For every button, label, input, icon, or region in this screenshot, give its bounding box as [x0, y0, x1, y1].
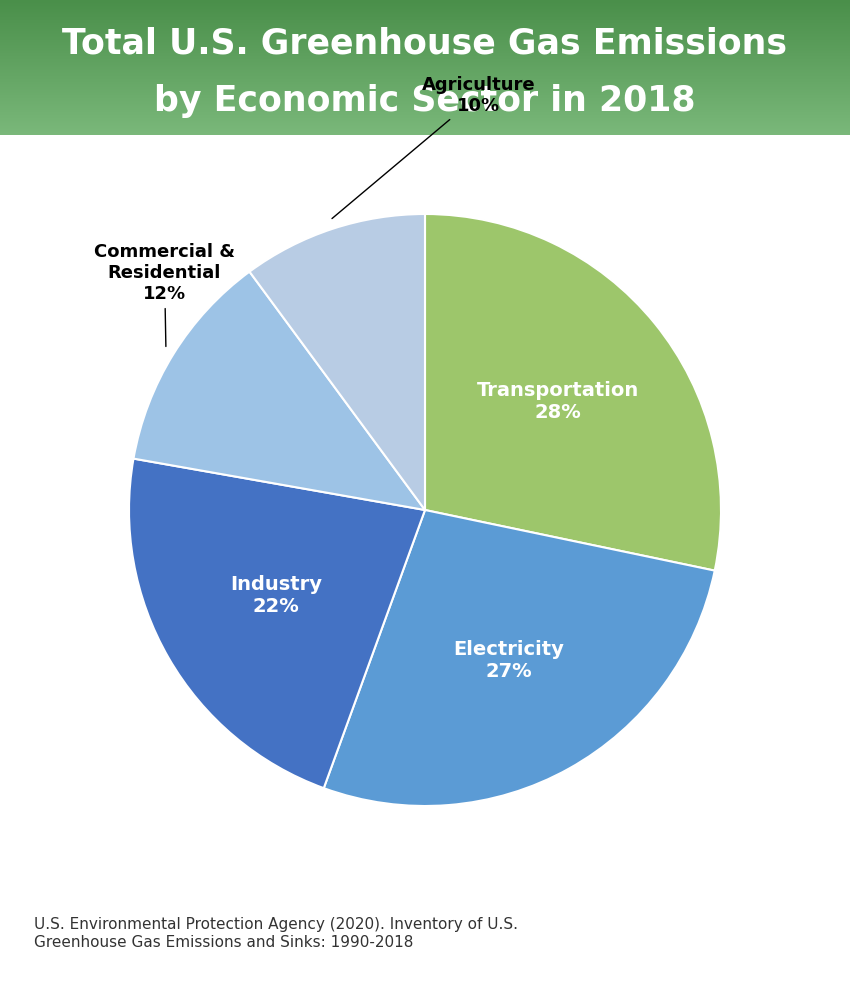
- Text: Electricity
27%: Electricity 27%: [453, 640, 564, 681]
- Text: Agriculture
10%: Agriculture 10%: [332, 76, 536, 219]
- Text: Commercial &
Residential
12%: Commercial & Residential 12%: [94, 243, 235, 346]
- Text: U.S. Environmental Protection Agency (2020). Inventory of U.S.
Greenhouse Gas Em: U.S. Environmental Protection Agency (20…: [34, 917, 518, 950]
- Text: Total U.S. Greenhouse Gas Emissions: Total U.S. Greenhouse Gas Emissions: [63, 26, 787, 60]
- Text: Industry
22%: Industry 22%: [230, 575, 322, 616]
- Wedge shape: [129, 459, 425, 788]
- Wedge shape: [324, 510, 715, 806]
- Wedge shape: [133, 272, 425, 510]
- Wedge shape: [250, 214, 425, 510]
- Wedge shape: [425, 214, 721, 571]
- Text: by Economic Sector in 2018: by Economic Sector in 2018: [154, 84, 696, 118]
- Text: Transportation
28%: Transportation 28%: [477, 381, 639, 422]
